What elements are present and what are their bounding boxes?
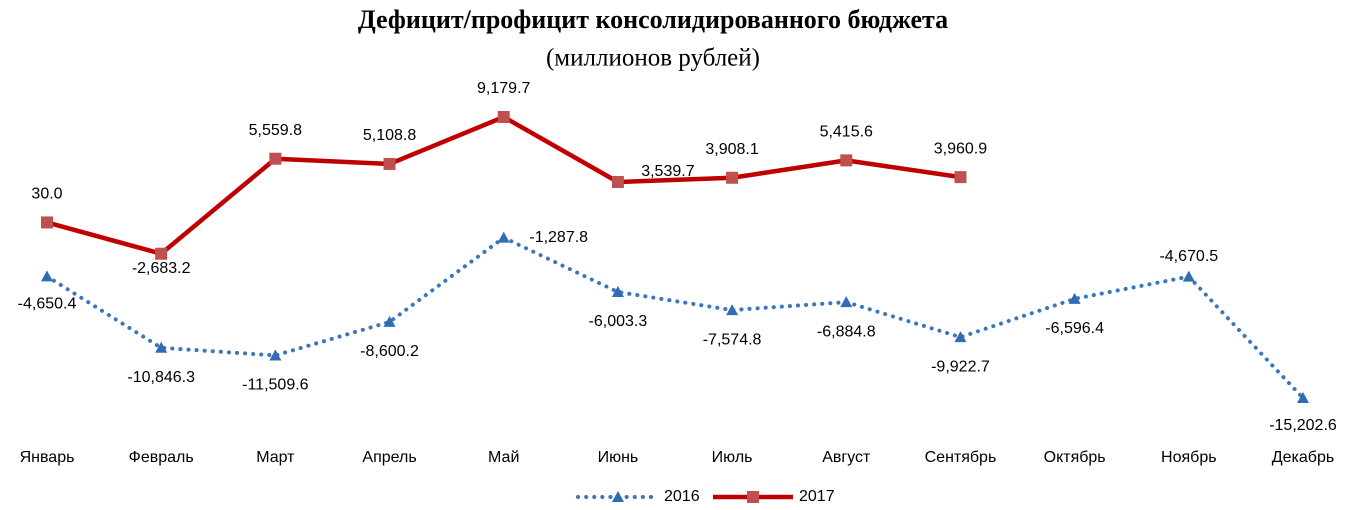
- point-marker: [611, 175, 624, 188]
- data-label: 9,179.7: [477, 80, 530, 97]
- data-label: -1,287.8: [529, 229, 588, 246]
- chart-title: Дефицит/профицит консолидированного бюдж…: [358, 5, 948, 34]
- x-tick-label: Июнь: [598, 449, 639, 466]
- data-label: -9,922.7: [931, 358, 990, 375]
- data-label: -10,846.3: [127, 369, 195, 386]
- x-tick-label: Декабрь: [1272, 449, 1334, 466]
- point-marker: [269, 349, 282, 361]
- legend-marker: [747, 491, 759, 503]
- x-tick-label: Октябрь: [1044, 449, 1106, 466]
- point-marker: [41, 216, 53, 229]
- x-tick-label: Июль: [712, 449, 753, 466]
- data-label: -2,683.2: [132, 260, 191, 277]
- legend-label: 2017: [799, 488, 835, 505]
- data-label: -6,003.3: [589, 313, 648, 330]
- point-marker: [954, 171, 967, 184]
- data-label: 3,908.1: [705, 141, 758, 158]
- point-marker: [1297, 392, 1309, 403]
- point-marker: [1182, 270, 1195, 282]
- data-label: -8,600.2: [360, 343, 419, 360]
- data-label: -6,596.4: [1045, 320, 1104, 337]
- point-marker: [840, 296, 853, 308]
- point-marker: [155, 341, 168, 353]
- data-label: 5,108.8: [363, 127, 416, 144]
- data-label: -4,670.5: [1159, 248, 1218, 265]
- data-label: -7,574.8: [703, 331, 762, 348]
- point-marker: [611, 285, 624, 297]
- legend-marker: [612, 491, 624, 502]
- data-label: 5,559.8: [249, 122, 302, 139]
- point-marker: [269, 152, 282, 165]
- x-tick-label: Май: [488, 449, 519, 466]
- data-label: 3,539.7: [641, 163, 694, 180]
- x-tick-label: Апрель: [362, 449, 416, 466]
- chart-subtitle: (миллионов рублей): [546, 45, 760, 72]
- data-label: 3,960.9: [934, 140, 987, 157]
- data-label: 5,415.6: [820, 124, 873, 141]
- point-marker: [726, 304, 739, 316]
- data-label: -4,650.4: [18, 296, 77, 313]
- point-marker: [954, 331, 967, 343]
- point-marker: [41, 270, 53, 282]
- data-label: -6,884.8: [817, 323, 876, 340]
- data-label: -15,202.6: [1269, 417, 1337, 434]
- data-label: 30.0: [31, 186, 62, 203]
- legend-label: 2016: [664, 488, 700, 505]
- x-tick-label: Март: [256, 449, 295, 466]
- point-marker: [1068, 292, 1081, 304]
- x-tick-label: Январь: [20, 449, 75, 466]
- point-marker: [155, 247, 168, 260]
- data-label: -11,509.6: [242, 377, 309, 394]
- series-line: [45, 235, 1305, 400]
- point-marker: [726, 171, 739, 184]
- point-marker: [383, 315, 396, 327]
- x-tick-label: Сентябрь: [925, 449, 997, 466]
- point-marker: [840, 154, 853, 167]
- point-marker: [383, 157, 396, 170]
- point-marker: [497, 231, 510, 243]
- x-tick-label: Август: [822, 449, 871, 466]
- x-tick-label: Февраль: [129, 449, 194, 466]
- point-marker: [497, 111, 510, 123]
- x-tick-label: Ноябрь: [1161, 449, 1217, 466]
